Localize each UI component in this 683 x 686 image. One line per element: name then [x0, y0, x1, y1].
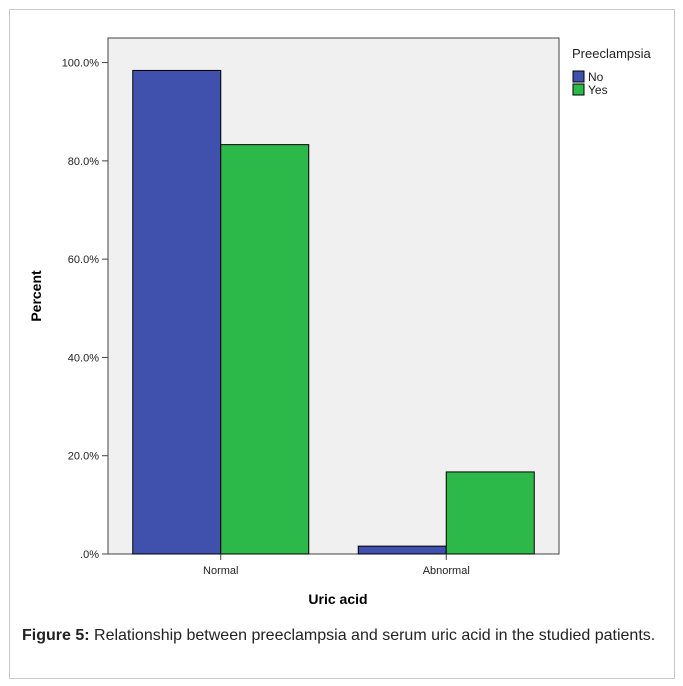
y-tick-label: 60.0%	[68, 254, 99, 266]
bar-abnormal-yes	[445, 471, 535, 555]
legend-label-no: No	[588, 70, 604, 84]
caption-label: Figure 5:	[22, 627, 90, 644]
y-tick-label: .0%	[80, 549, 99, 561]
y-axis-label: Percent	[28, 270, 44, 322]
caption-text: Relationship between preeclampsia and se…	[89, 627, 656, 644]
bar-normal-no	[132, 69, 222, 555]
legend-swatch-yes	[572, 83, 585, 96]
y-tick-label: 20.0%	[68, 451, 99, 463]
legend-swatch-no	[572, 70, 585, 83]
figure-caption: Figure 5: Relationship between preeclamp…	[22, 625, 668, 646]
bar-abnormal-no	[357, 545, 447, 555]
y-tick-label: 100.0%	[62, 58, 100, 70]
x-tick-label: Normal	[203, 565, 238, 577]
x-tick-label: Abnormal	[423, 565, 470, 577]
y-tick-label: 40.0%	[68, 352, 99, 364]
legend-label-yes: Yes	[588, 83, 608, 97]
y-tick-label: 80.0%	[68, 156, 99, 168]
bar-chart: .0% 20.0% 40.0% 60.0% 80.0% 100.0% Normal Abno…	[28, 37, 652, 607]
x-axis-label: Uric acid	[308, 591, 367, 607]
legend-title: Preeclampsia	[572, 46, 652, 61]
bar-normal-yes	[220, 144, 310, 555]
